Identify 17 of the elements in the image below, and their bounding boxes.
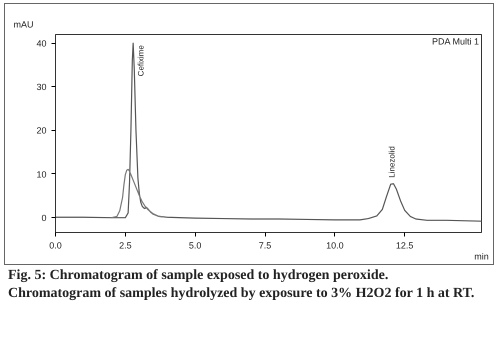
x-tick-label: 0.0	[49, 240, 62, 250]
y-tick-label: 30	[36, 82, 47, 92]
x-tick-label: 5.0	[188, 240, 202, 250]
annotation: PDA Multi 1	[432, 36, 480, 46]
y-axis-title: mAU	[14, 20, 34, 30]
y-tick-label: 40	[36, 38, 47, 49]
x-axis-title: min	[474, 252, 489, 262]
y-tick-label: 20	[36, 126, 47, 136]
x-tick-label: 2.5	[119, 240, 132, 250]
x-tick-label: 7.5	[258, 240, 272, 250]
annotation: Cefixime	[136, 44, 146, 76]
text: Fig. 5: Chromatogram of sample exposed to hydrogen peroxide. Chromatogram of samples hydrolyzed by exposure to 3% H2O2 for 1 h at RT.	[8, 267, 476, 303]
y-tick-label: 10	[36, 169, 47, 180]
x-tick-label: 10.0	[326, 240, 344, 250]
x-tick-label: 12.5	[396, 240, 414, 250]
annotation: Linezolid	[388, 146, 397, 178]
y-tick-label: 0	[41, 212, 47, 223]
